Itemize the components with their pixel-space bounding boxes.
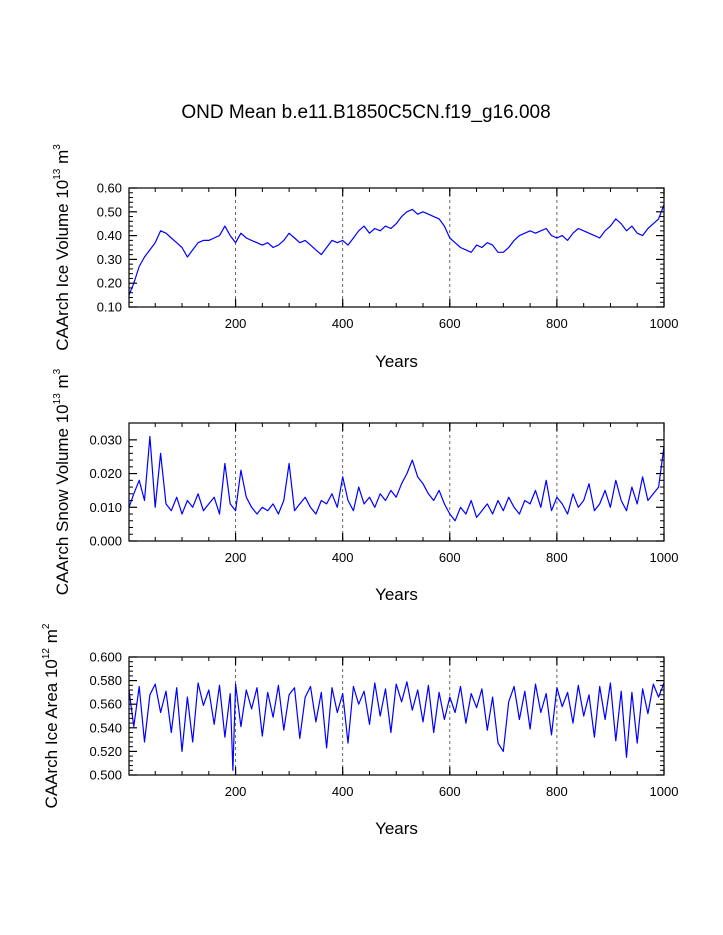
ice-volume-y-tick-label: 0.60 xyxy=(97,181,122,196)
snow-volume-x-tick-label: 600 xyxy=(439,550,461,565)
ice-area-series-line xyxy=(128,681,665,771)
ice-area-y-tick-label: 0.540 xyxy=(89,720,122,735)
ice-area-y-label-ylabel-main: CAArch Ice Area 10 xyxy=(42,659,61,808)
ice-volume-y-label-ylabel-unit: m xyxy=(53,150,72,169)
ice-area-y-label-ylabel-unit: m xyxy=(42,629,61,648)
ice-volume-y-axis-label: CAArch Ice Volume 1013 m3 xyxy=(52,144,72,351)
snow-volume-y-axis-label: CAArch Snow Volume 1013 m3 xyxy=(52,368,72,595)
ice-volume-y-label-ylabel-main: CAArch Ice Volume 10 xyxy=(53,180,72,351)
ice-volume-x-tick-label: 800 xyxy=(546,316,568,331)
snow-volume-y-label-ylabel-unit-exp: 3 xyxy=(52,368,63,374)
snow-volume-y-tick-label: 0.010 xyxy=(89,500,122,515)
ice-volume-panel: 200 400 600 800 1000 0.10 0.20 0.30 0.40 0.50 0.60… xyxy=(52,144,678,371)
ice-volume-x-tick-label: 400 xyxy=(332,316,354,331)
ice-area-x-tick-label: 1000 xyxy=(650,784,679,799)
snow-volume-x-tick-label: 200 xyxy=(225,550,247,565)
snow-volume-y-tick-label: 0.020 xyxy=(89,466,122,481)
ice-area-panel: 200 400 600 800 1000 0.500 0.520 0.540 0.560 0.58… xyxy=(41,623,678,838)
ice-area-x-tick-label: 800 xyxy=(546,784,568,799)
snow-volume-panel: 200 400 600 800 1000 0.000 0.010 0.020 0.030 Year… xyxy=(52,368,678,604)
ice-volume-y-label-ylabel-exp: 13 xyxy=(52,168,63,180)
ice-area-y-axis-label: CAArch Ice Area 1012 m2 xyxy=(41,623,61,808)
snow-volume-y-label-ylabel-unit: m xyxy=(53,374,72,393)
snow-volume-y-label-ylabel-main: CAArch Snow Volume 10 xyxy=(53,404,72,595)
ice-area-y-tick-label: 0.580 xyxy=(89,673,122,688)
ice-volume-x-tick-label: 200 xyxy=(225,316,247,331)
ice-volume-y-tick-label: 0.20 xyxy=(97,276,122,291)
ice-area-y-tick-label: 0.520 xyxy=(89,744,122,759)
snow-volume-y-label-ylabel-exp: 13 xyxy=(52,393,63,405)
snow-volume-x-axis-label: Years xyxy=(375,585,418,604)
ice-area-plot-frame xyxy=(128,656,665,776)
ice-area-y-label-ylabel-unit-exp: 2 xyxy=(41,623,52,629)
ice-volume-y-tick-label: 0.10 xyxy=(97,300,122,315)
chart-title: OND Mean b.e11.B1850C5CN.f19_g16.008 xyxy=(181,102,550,123)
ice-area-x-tick-label: 400 xyxy=(332,784,354,799)
snow-volume-y-tick-label: 0.000 xyxy=(89,534,122,549)
ice-volume-y-tick-label: 0.30 xyxy=(97,252,122,267)
snow-volume-y-tick-label: 0.030 xyxy=(89,432,122,447)
ice-area-y-tick-label: 0.600 xyxy=(89,650,122,665)
ice-volume-x-tick-label: 1000 xyxy=(650,316,679,331)
ice-area-y-tick-label: 0.500 xyxy=(89,768,122,783)
ice-area-x-axis-label: Years xyxy=(375,819,418,838)
ice-volume-y-label-ylabel-unit-exp: 3 xyxy=(52,144,63,150)
ice-volume-x-tick-label: 600 xyxy=(439,316,461,331)
ice-volume-series-line xyxy=(128,204,665,296)
ice-area-y-tick-label: 0.560 xyxy=(89,697,122,712)
ice-area-x-tick-label: 600 xyxy=(439,784,461,799)
snow-volume-x-tick-label: 800 xyxy=(546,550,568,565)
ice-volume-x-axis-label: Years xyxy=(375,352,418,371)
ice-area-x-tick-label: 200 xyxy=(225,784,247,799)
ice-area-y-label-ylabel-exp: 12 xyxy=(41,648,52,660)
ice-volume-plot-frame xyxy=(128,187,665,308)
snow-volume-x-tick-label: 400 xyxy=(332,550,354,565)
snow-volume-series-line xyxy=(128,435,665,522)
snow-volume-plot-frame xyxy=(128,422,665,542)
snow-volume-x-tick-label: 1000 xyxy=(650,550,679,565)
ice-volume-y-tick-label: 0.50 xyxy=(97,204,122,219)
ice-volume-y-tick-label: 0.40 xyxy=(97,228,122,243)
